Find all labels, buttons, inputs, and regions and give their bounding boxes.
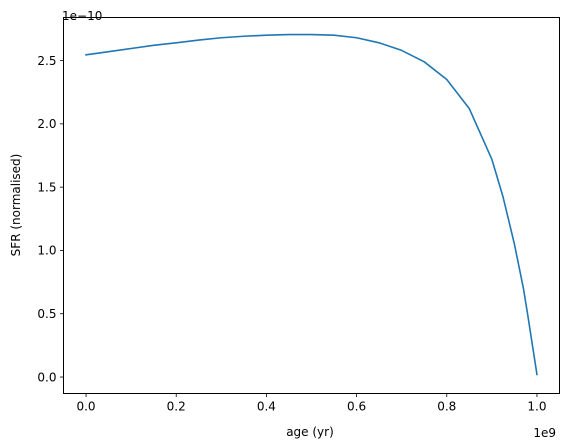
y-tick-label: 2.5 [37, 54, 56, 68]
x-tick-label: 0.4 [257, 400, 276, 414]
series-line [85, 33, 538, 376]
axes-frame [63, 17, 560, 394]
plot-area [85, 33, 538, 376]
x-tick-label: 0.8 [437, 400, 456, 414]
y-tick-label: 1.0 [37, 244, 56, 258]
y-axis-label: SFR (normalised) [9, 154, 23, 257]
x-tick-label: 0.0 [76, 400, 95, 414]
x-axis-ticks: 0.0 0.2 0.4 0.6 0.8 1.0 [76, 393, 547, 414]
y-axis-ticks: 0.0 0.5 1.0 1.5 2.0 2.5 [37, 54, 64, 384]
x-offset-label: 1e9 [533, 426, 556, 440]
y-tick-label: 0.5 [37, 307, 56, 321]
x-tick-label: 1.0 [527, 400, 546, 414]
y-offset-label: 1e−10 [62, 9, 102, 23]
x-axis-label: age (yr) [286, 425, 334, 439]
y-tick-label: 1.5 [37, 180, 56, 194]
y-tick-label: 0.0 [37, 370, 56, 384]
y-tick-label: 2.0 [37, 117, 56, 131]
x-tick-label: 0.6 [347, 400, 366, 414]
x-tick-label: 0.2 [167, 400, 186, 414]
